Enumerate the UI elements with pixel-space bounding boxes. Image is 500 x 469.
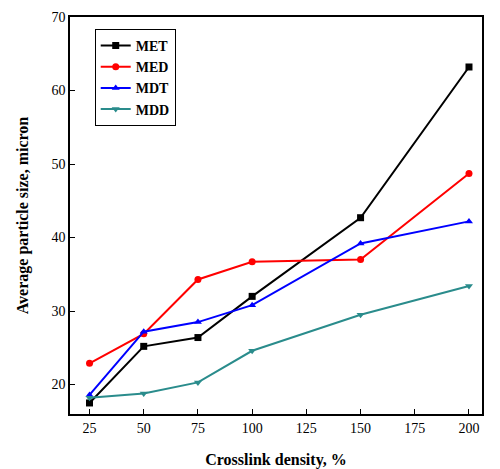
svg-text:Average particle size, micron: Average particle size, micron [14,117,32,315]
svg-text:50: 50 [137,421,151,436]
svg-text:60: 60 [51,83,65,98]
svg-text:40: 40 [51,230,65,245]
svg-text:MDD: MDD [136,103,169,118]
svg-text:25: 25 [83,421,97,436]
svg-text:125: 125 [296,421,317,436]
svg-text:30: 30 [51,304,65,319]
svg-text:20: 20 [51,377,65,392]
svg-text:MDT: MDT [136,81,169,96]
svg-text:200: 200 [458,421,479,436]
svg-text:100: 100 [242,421,263,436]
svg-text:75: 75 [191,421,205,436]
svg-text:MET: MET [136,39,169,54]
svg-text:50: 50 [51,157,65,172]
svg-text:150: 150 [350,421,371,436]
svg-text:175: 175 [404,421,425,436]
svg-text:Crosslink density, %: Crosslink density, % [205,451,347,469]
svg-text:MED: MED [136,60,169,75]
svg-text:70: 70 [51,10,65,25]
